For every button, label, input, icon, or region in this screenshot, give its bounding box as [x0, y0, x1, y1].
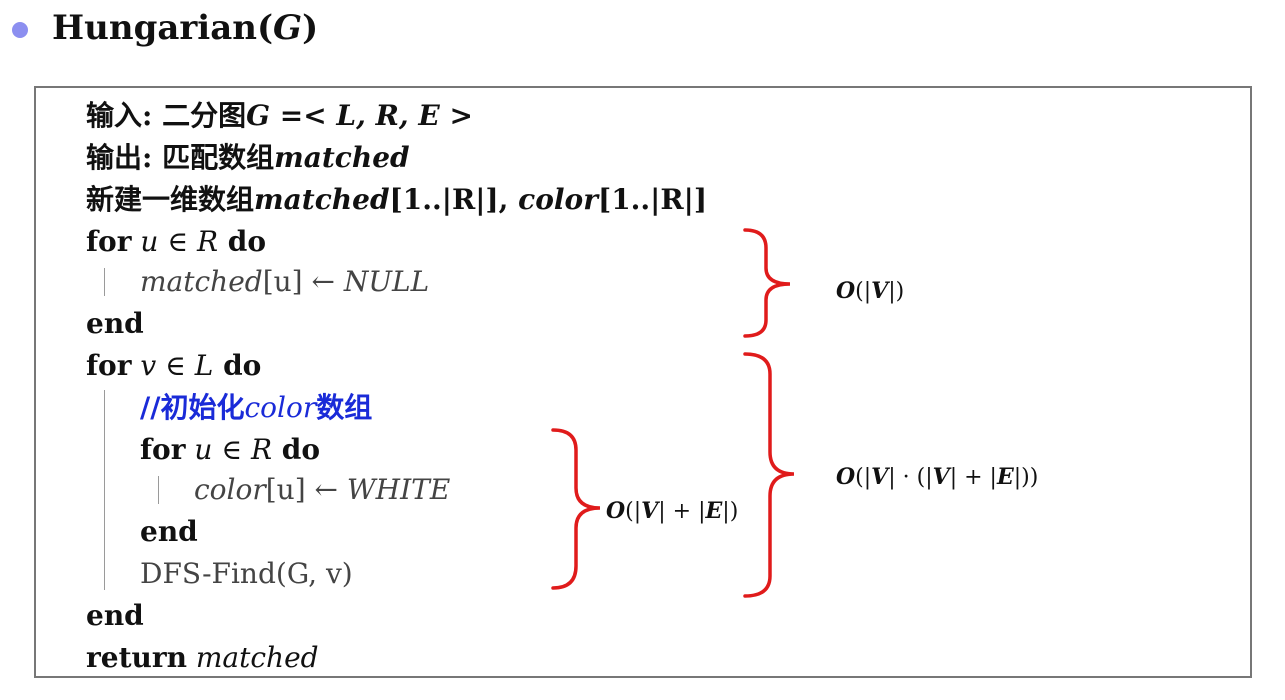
algorithm-box [34, 86, 1252, 678]
loop1-body: matched[u] ← NULL [140, 265, 430, 298]
output-line: 输出: 匹配数组matched [86, 141, 410, 174]
slide-title: Hungarian(G) [52, 8, 319, 48]
bracket-outer [743, 352, 795, 598]
inner-loop-body: color[u] ← WHITE [194, 473, 451, 506]
init-complexity: O(|V|) [836, 278, 905, 304]
init-line: 新建一维数组matched[1..|R|], color[1..|R|] [86, 183, 708, 216]
inner-loop-end: end [140, 515, 198, 548]
loop1-header: for u ∈ R do [86, 225, 267, 258]
outer-complexity: O(|V| · (|V| + |E|)) [836, 464, 1039, 490]
input-line: 输入: 二分图G =< L, R, E > [86, 99, 473, 132]
dfs-call: DFS-Find(G, v) [140, 557, 353, 590]
bracket-init [743, 228, 791, 338]
loop1-indent-bar [104, 268, 105, 296]
title-bullet [12, 22, 28, 38]
return-line: return matched [86, 641, 319, 674]
loop2-header: for v ∈ L do [86, 349, 262, 382]
inner-complexity: O(|V| + |E|) [606, 498, 739, 524]
bracket-inner [551, 428, 601, 590]
loop1-end: end [86, 307, 144, 340]
inner-indent-bar [158, 476, 159, 504]
loop2-indent-bar [104, 390, 105, 590]
comment-line: //初始化color数组 [140, 391, 373, 424]
loop2-end: end [86, 599, 144, 632]
inner-loop-header: for u ∈ R do [140, 433, 321, 466]
